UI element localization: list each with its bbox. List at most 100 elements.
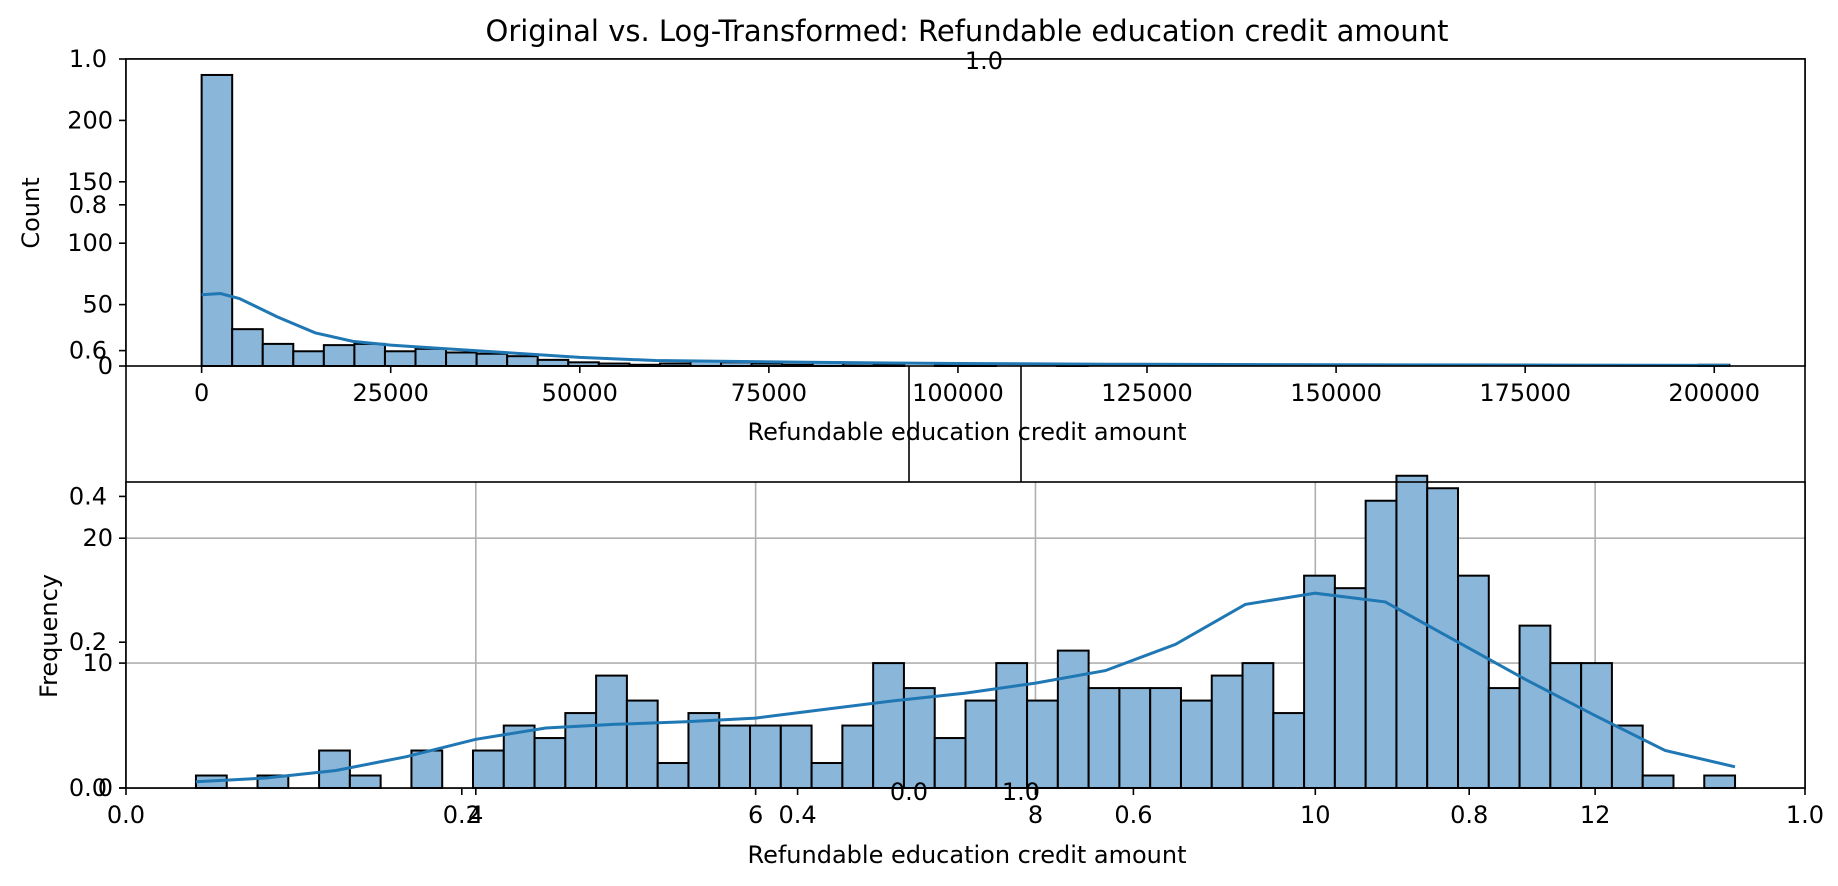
overlay-y-tick-label: 0.0 [69,774,107,802]
panel1-y-tick-label: 50 [82,291,113,319]
panel2-histogram-bar [1487,687,1521,789]
panel2-histogram-bar [1210,674,1244,790]
overlay-axis-ticks: 0.0 0.2 0.4 0.6 0.8 1.0 0.0 0.2 0.4 0.6 0.8 1.0 [69,45,1824,829]
panel1-bars [200,73,1731,368]
overlay-y-tick-label: 1.0 [69,45,107,73]
panel2-histogram-bar [595,674,628,790]
panel2-histogram-bar [1610,724,1644,790]
panel1-histogram-bar [200,73,234,368]
panel1-x-tick-label: 200000 [1668,379,1760,407]
panel1-x-tick-label: 125000 [1101,379,1193,407]
panel2-histogram-bar [348,774,382,789]
panel2-kde-line [195,591,1736,784]
panel1-y-tick-label: 0 [98,352,113,380]
panel1-histogram-bar [231,328,264,368]
panel2-y-tick-label: 20 [82,524,113,552]
panel2-histogram-bar [625,699,659,789]
inner-panel-x-tick-label: 0.0 [890,778,928,806]
panel2-histogram-bar [533,737,567,790]
overlay-y-tick-label: 0.8 [69,191,107,219]
panel2-histogram-bar [1087,687,1121,789]
panel1-y-axis-label: Count [17,177,45,248]
panel2-x-tick-label: 10 [1300,801,1331,829]
panel2-histogram-bar [1272,712,1306,789]
log-histogram-panel: 4 6 8 10 12 0 10 20 Refundable education credi… [35,474,1806,869]
overlay-x-tick-label: 0.0 [107,801,145,829]
panel2-histogram-bar [1179,699,1213,789]
overlay-x-tick-label: 0.4 [779,801,817,829]
panel2-x-tick-label: 12 [1580,801,1611,829]
panel2-histogram-bar [1149,687,1182,789]
panel2-histogram-bar [841,724,875,790]
overlay-x-tick-label: 0.8 [1450,801,1488,829]
panel1-background [126,59,1805,366]
panel2-y-axis-label: Frequency [35,574,63,698]
panel2-histogram-bar [1395,474,1429,789]
overlay-x-tick-label: 1.0 [1786,801,1824,829]
panel2-x-axis-label: Refundable education credit amount [747,841,1186,869]
panel1-histogram-bar [475,352,509,368]
panel2-histogram-bar [1518,624,1552,789]
panel2-histogram-bar [656,762,690,789]
panel2-histogram-bar [1056,649,1090,789]
panel2-histogram-bar [933,737,967,790]
overlay-y-tick-label: 0.4 [69,482,107,510]
panel2-histogram-bar [1333,587,1367,789]
overlay-x-tick-label: 0.2 [443,801,481,829]
panel2-histogram-bar [471,749,505,790]
panel1-histogram-bar [353,342,386,367]
original-histogram-panel: 0 25000 50000 75000 100000 125000 150000 175000… [17,58,1806,446]
panel1-x-tick-label: 175000 [1479,379,1571,407]
panel1-histogram-bar [414,347,448,368]
panel2-frame [125,481,1806,789]
panel1-x-axis-label: Refundable education credit amount [747,418,1186,446]
panel2-histogram-bar [1026,699,1059,789]
inner-panel-y-tick-label: 1.0 [965,47,1003,75]
panel2-histogram-bar [779,724,813,790]
panel2-histogram-bar [718,724,752,790]
panel1-y-ticks: 0 50 100 150 200 [67,106,126,380]
panel2-histogram-bar [1703,774,1737,789]
panel2-histogram-bar [687,712,721,789]
panel2-histogram-bar [995,662,1029,790]
panel1-x-tick-label: 0 [194,379,209,407]
panel1-x-tick-label: 150000 [1290,379,1382,407]
panel1-y-tick-label: 100 [67,229,113,257]
panel1-histogram-bar [261,342,295,367]
figure-title: Original vs. Log-Transformed: Refundable… [486,14,1449,48]
panel1-histogram-bar [506,355,539,367]
panel2-y-ticks: 0 10 20 [82,524,126,802]
overlay-y-tick-label: 0.6 [69,337,107,365]
overlay-x-tick-label: 0.6 [1114,801,1152,829]
panel1-x-tick-label: 100000 [912,379,1004,407]
panel1-x-tick-label: 25000 [353,379,429,407]
panel2-histogram-bar [502,724,536,790]
panel2-histogram-bar [902,687,936,789]
panel1-frame [125,58,1806,367]
panel2-histogram-bar [1364,499,1398,789]
panel2-histogram-bar [1549,662,1583,790]
panel2-x-tick-label: 6 [748,801,763,829]
panel2-histogram-bar [1241,662,1275,790]
panel1-kde-line [201,291,1730,367]
inner-empty-panel [908,366,1022,482]
panel2-histogram-bar [1580,662,1613,790]
panel1-x-ticks: 0 25000 50000 75000 100000 125000 150000 175000… [194,366,1760,407]
panel2-histogram-bar [964,699,998,789]
panel2-histogram-bar [1118,687,1152,789]
panel2-x-tick-label: 4 [468,801,483,829]
panel1-histogram-bar [536,358,570,367]
panel1-histogram-bar [445,351,478,368]
panel2-histogram-bar [410,749,444,790]
panel2-histogram-bar [1303,574,1336,789]
panel2-x-ticks: 4 6 8 10 12 [468,788,1610,829]
panel1-y-tick-label: 200 [67,106,113,134]
panel2-histogram-bar [749,724,782,790]
panel2-y-tick-label: 10 [82,649,113,677]
panel1-x-tick-label: 75000 [731,379,807,407]
panel1-x-tick-label: 50000 [542,379,618,407]
panel1-histogram-bar [322,344,356,367]
overlay-y-tick-label: 0.2 [69,628,107,656]
panel2-histogram-bar [872,662,905,790]
inner-panel-x-tick-label: 1.0 [1002,778,1040,806]
